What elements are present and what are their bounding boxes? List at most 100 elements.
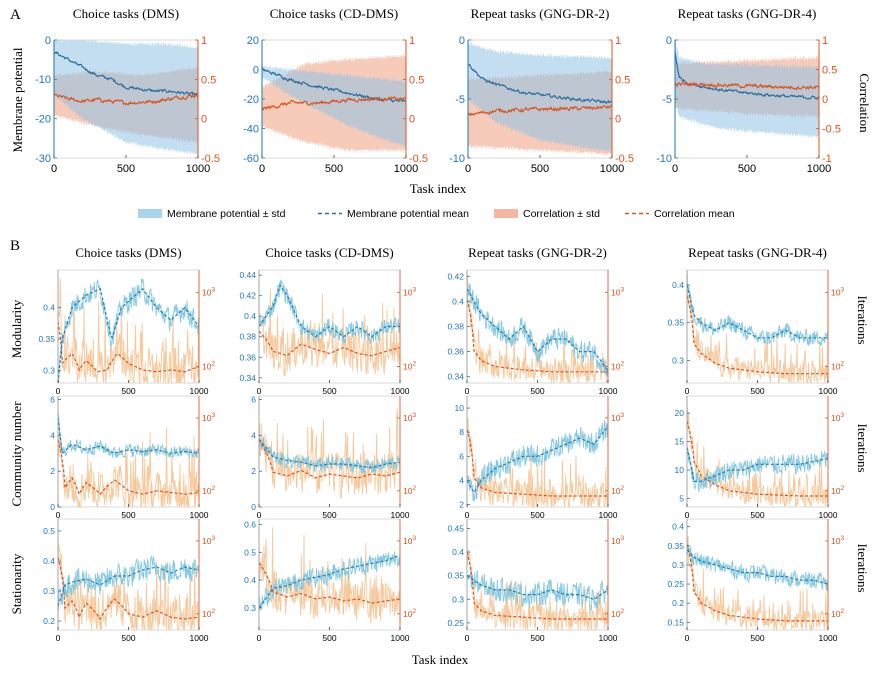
- panel-title: Choice tasks (CD-DMS): [265, 245, 394, 260]
- left-tick-label: 0.44: [239, 270, 256, 280]
- panel-label-a: A: [10, 7, 21, 23]
- iterations-label-row2: Iterations: [855, 423, 870, 472]
- panel-stationarity-repeat-tasks-gng-dr-4-: 0.4 0.35 0.3 0.25 0.2 0.15 103 102 0 500 1000: [667, 518, 844, 643]
- left-tick-label: 0.34: [239, 373, 256, 383]
- right-tick-label: 103: [831, 286, 844, 297]
- iterations-trace: [687, 274, 828, 383]
- iterations-mean-line: [687, 544, 828, 622]
- panel-community-number-choice-tasks-dms-: 6 4 2 0 103 102 0 500 1000: [50, 395, 215, 520]
- left-tick-label: 0.4: [672, 280, 684, 290]
- right-tick-label: 103: [202, 286, 215, 297]
- metric-trace: [58, 278, 199, 383]
- membrane-potential-ylabel: Membrane potential: [10, 47, 25, 152]
- metric-mean-line: [467, 425, 608, 494]
- left-tick-label: 0.35: [667, 541, 684, 551]
- left-tick-label: 0.3: [244, 603, 256, 613]
- x-tick-label: 500: [322, 633, 336, 643]
- left-tick-label: 0.34: [447, 372, 464, 382]
- left-tick-label: 8: [459, 427, 464, 437]
- x-tick-label: 1000: [807, 163, 831, 175]
- right-tick-label: 0.5: [822, 65, 837, 77]
- x-tick-label: 500: [530, 386, 544, 396]
- legend-swatch-membrane-std: [138, 209, 162, 218]
- plot-content: [54, 40, 198, 156]
- panel-title: Choice tasks (DMS): [75, 245, 181, 260]
- metric-trace: [58, 411, 199, 459]
- x-tick-label: 0: [672, 163, 678, 175]
- right-tick-label: 103: [202, 412, 215, 423]
- metric-mean-line: [259, 284, 400, 338]
- right-tick-label: -0.5: [615, 153, 634, 165]
- left-tick-label: -30: [35, 153, 51, 165]
- x-tick-label: 0: [685, 386, 690, 396]
- x-tick-label: 1000: [599, 633, 618, 643]
- left-tick-label: -40: [243, 123, 259, 135]
- iterations-mean-line: [467, 552, 608, 620]
- left-tick-label: 0.2: [43, 616, 55, 626]
- panel-modularity-choice-tasks-cd-dms-: 0.44 0.42 0.4 0.38 0.36 0.34 103 102 0 500 1000 Cho…: [239, 245, 416, 396]
- x-tick-label: 1000: [819, 510, 838, 520]
- panel-label-b: B: [10, 238, 20, 254]
- metric-trace: [259, 436, 400, 475]
- iterations-mean-line: [259, 562, 400, 604]
- panel-title: Repeat tasks (GNG-DR-2): [471, 6, 610, 21]
- right-tick-label: -0.5: [822, 124, 841, 136]
- left-tick-label: 0.36: [239, 352, 256, 362]
- x-tick-label: 1000: [190, 386, 209, 396]
- section-b-xlabel: Task index: [412, 652, 469, 667]
- left-tick-label: 4: [251, 430, 256, 440]
- metric-trace: [58, 555, 199, 612]
- x-tick-label: 1000: [394, 163, 418, 175]
- left-tick-label: 6: [459, 451, 464, 461]
- right-tick-label: 102: [403, 485, 416, 496]
- panel-title: Choice tasks (CD-DMS): [270, 6, 399, 21]
- membrane-mean-line: [675, 51, 819, 100]
- panel-modularity-repeat-tasks-gng-dr-4-: 0.4 0.35 0.3 103 102 0 500 1000 Repeat tasks (GN…: [667, 245, 844, 396]
- left-tick-label: 4: [459, 475, 464, 485]
- left-tick-label: 6: [251, 395, 256, 405]
- legend-swatch-correlation-std: [494, 209, 518, 218]
- x-tick-label: 500: [750, 510, 764, 520]
- x-tick-label: 0: [465, 386, 470, 396]
- plot-content: [467, 549, 608, 630]
- x-tick-label: 500: [117, 163, 135, 175]
- left-tick-label: 0.36: [447, 347, 464, 357]
- left-tick-label: 0.35: [38, 334, 55, 344]
- x-tick-label: 0: [465, 633, 470, 643]
- plot-content: [58, 544, 199, 630]
- iterations-label-row1: Iterations: [855, 295, 870, 344]
- x-tick-label: 0: [56, 510, 61, 520]
- metric-mean-line: [467, 288, 608, 371]
- metric-mean-line: [687, 549, 828, 585]
- plot-content: [262, 53, 406, 153]
- panel-stationarity-choice-tasks-cd-dms-: 0.6 0.5 0.4 0.3 103 102 0 500 1000: [244, 518, 416, 643]
- left-tick-label: 0.3: [452, 594, 464, 604]
- x-tick-label: 500: [325, 163, 343, 175]
- right-tick-label: 102: [403, 361, 416, 372]
- iterations-mean-line: [58, 439, 199, 496]
- metric-trace: [467, 419, 608, 502]
- right-tick-label: 103: [202, 535, 215, 546]
- panel-a-choice-tasks-dms-: 0 -10 -20 -30 1 0.5 0 -0.5 0 500 1000 Choice tasks …: [35, 6, 220, 175]
- metric-trace: [467, 283, 608, 377]
- plot-frame: [466, 269, 609, 384]
- right-tick-label: 102: [611, 608, 624, 619]
- metric-trace: [467, 568, 608, 612]
- plot-content: [467, 274, 608, 383]
- left-tick-label: 0.25: [667, 579, 684, 589]
- legend-label-correlation-mean: Correlation mean: [654, 208, 735, 220]
- right-tick-label: -1: [822, 153, 832, 165]
- right-tick-label: 0: [201, 114, 207, 126]
- left-tick-label: 0.35: [447, 571, 464, 581]
- right-tick-label: -0.5: [409, 153, 428, 165]
- right-tick-label: 1: [201, 35, 207, 47]
- x-tick-label: 1000: [600, 163, 624, 175]
- x-tick-label: 0: [257, 633, 262, 643]
- metric-trace: [687, 282, 828, 347]
- row-label-modularity: Modularity: [9, 299, 24, 358]
- right-tick-label: 102: [202, 361, 215, 372]
- x-tick-label: 1000: [599, 386, 618, 396]
- iterations-trace: [58, 544, 199, 630]
- left-tick-label: 0.38: [447, 321, 464, 331]
